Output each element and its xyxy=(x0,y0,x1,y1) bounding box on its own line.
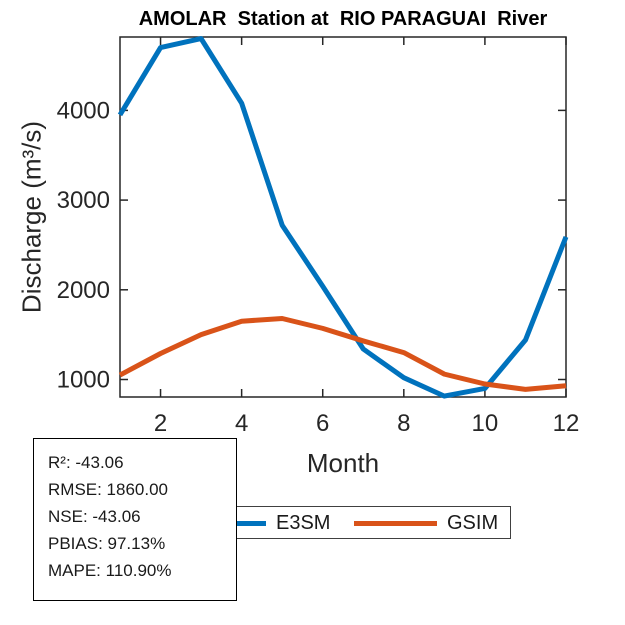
chart-title: AMOLAR Station at RIO PARAGUAI River xyxy=(138,8,548,30)
y-tick-label: 1000 xyxy=(57,367,110,394)
series-line-gsim xyxy=(118,316,567,392)
y-tick-label: 2000 xyxy=(57,277,110,304)
x-tick-label: 2 xyxy=(154,410,167,437)
x-tick-label: 10 xyxy=(472,410,499,437)
legend-label-gsim: GSIM xyxy=(447,512,499,534)
y-tick-label: 4000 xyxy=(57,97,110,124)
stats-panel: R²: -43.06 RMSE: 1860.00 NSE: -43.06 PBI… xyxy=(33,438,237,601)
x-tick-label: 6 xyxy=(316,410,329,437)
y-axis-label: Discharge (m³/s) xyxy=(16,120,47,314)
stat-r2: R²: -43.06 xyxy=(48,453,124,472)
x-tick-label: 4 xyxy=(235,410,248,437)
stat-nse: NSE: -43.06 xyxy=(48,507,141,526)
axes-box xyxy=(119,36,567,398)
stat-rmse: RMSE: 1860.00 xyxy=(48,480,169,499)
y-tick-label: 3000 xyxy=(57,187,110,214)
legend-label-e3sm: E3SM xyxy=(276,512,331,534)
legend-line-gsim xyxy=(354,521,437,526)
x-axis-label: Month xyxy=(306,448,380,478)
stat-mape: MAPE: 110.90% xyxy=(48,561,172,580)
stat-pbias: PBIAS: 97.13% xyxy=(48,534,166,553)
series-line-e3sm xyxy=(117,36,569,399)
x-tick-label: 12 xyxy=(553,410,580,437)
x-tick-label: 8 xyxy=(397,410,410,437)
